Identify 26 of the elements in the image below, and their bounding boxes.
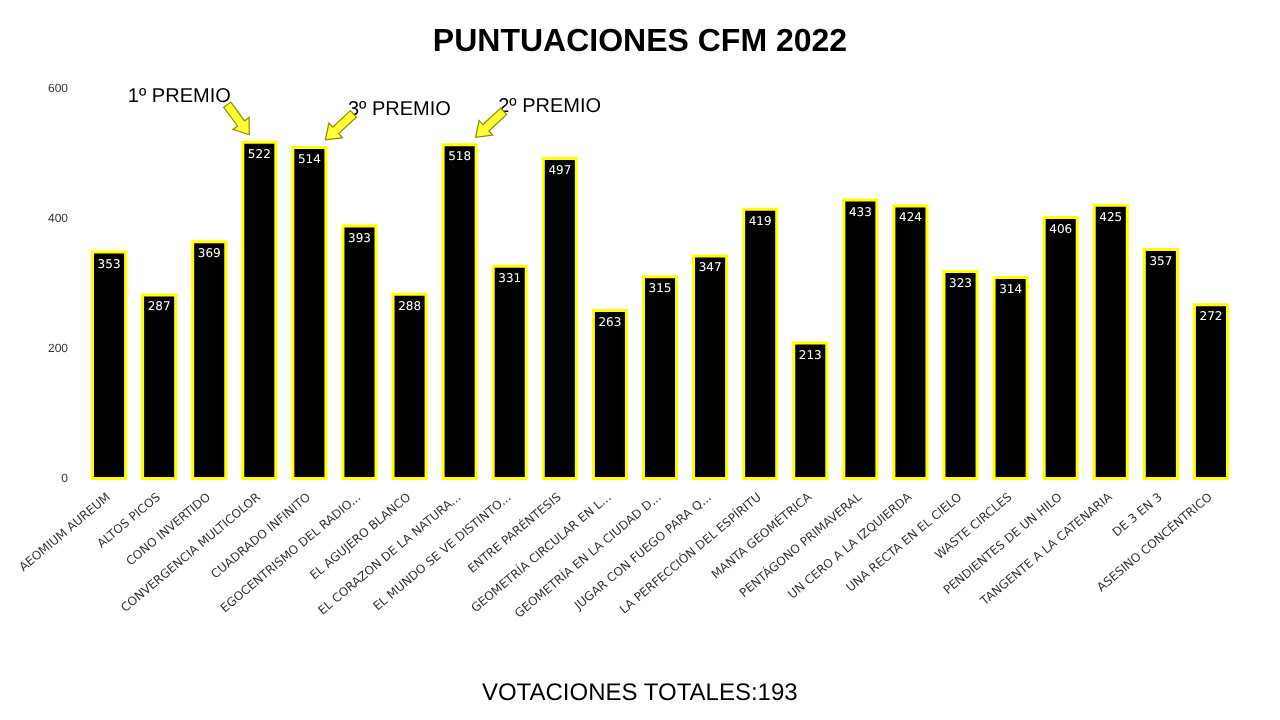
bar [692,254,729,480]
bar [341,224,378,480]
bar [641,275,679,480]
bar [892,204,929,480]
chart-title: PUNTUACIONES CFM 2022 [432,25,848,59]
bar [291,145,328,480]
bar [491,264,528,480]
bar [141,293,178,480]
bar [541,156,578,480]
bar [1092,203,1129,480]
bar [742,207,779,480]
bar [992,275,1029,480]
bar [441,143,478,480]
bar [1192,303,1229,480]
bar [842,198,879,480]
bar [391,292,428,480]
bar [241,140,278,480]
annotation: 1º PREMIO [127,85,232,108]
bar [942,270,979,480]
bar [91,250,128,480]
bar [591,309,628,480]
bar [191,240,228,480]
bar [792,341,829,480]
text: VOTACIONES TOTALES:193 [481,678,799,706]
bar [1142,247,1179,480]
bar [1042,216,1079,480]
